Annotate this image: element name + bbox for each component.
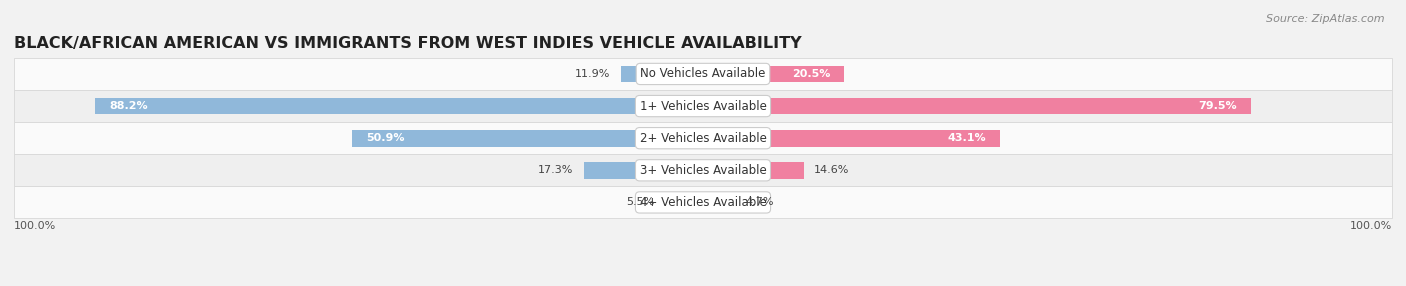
Text: 4+ Vehicles Available: 4+ Vehicles Available [640, 196, 766, 209]
Text: BLACK/AFRICAN AMERICAN VS IMMIGRANTS FROM WEST INDIES VEHICLE AVAILABILITY: BLACK/AFRICAN AMERICAN VS IMMIGRANTS FRO… [14, 37, 801, 51]
Bar [703, 65, 844, 82]
Text: 1+ Vehicles Available: 1+ Vehicles Available [640, 100, 766, 113]
Text: 3+ Vehicles Available: 3+ Vehicles Available [640, 164, 766, 177]
Text: 100.0%: 100.0% [14, 221, 56, 231]
Text: 11.9%: 11.9% [575, 69, 610, 79]
Bar [703, 130, 1000, 146]
Text: 20.5%: 20.5% [792, 69, 831, 79]
Text: 2+ Vehicles Available: 2+ Vehicles Available [640, 132, 766, 145]
Text: 14.6%: 14.6% [814, 165, 849, 175]
Text: 4.7%: 4.7% [745, 197, 775, 207]
Text: 100.0%: 100.0% [1350, 221, 1392, 231]
Text: Source: ZipAtlas.com: Source: ZipAtlas.com [1267, 14, 1385, 24]
Text: 79.5%: 79.5% [1198, 101, 1237, 111]
Bar [665, 194, 703, 211]
Bar [583, 162, 703, 179]
Text: 5.5%: 5.5% [627, 197, 655, 207]
Bar [703, 98, 1251, 114]
Text: 50.9%: 50.9% [366, 133, 405, 143]
Bar [703, 194, 735, 211]
Text: 17.3%: 17.3% [538, 165, 574, 175]
Bar [703, 162, 804, 179]
FancyBboxPatch shape [14, 90, 1392, 122]
FancyBboxPatch shape [14, 186, 1392, 219]
FancyBboxPatch shape [14, 154, 1392, 186]
Bar [353, 130, 703, 146]
Text: 88.2%: 88.2% [110, 101, 148, 111]
FancyBboxPatch shape [14, 58, 1392, 90]
Text: No Vehicles Available: No Vehicles Available [640, 67, 766, 80]
FancyBboxPatch shape [14, 122, 1392, 154]
Bar [621, 65, 703, 82]
Bar [96, 98, 703, 114]
Text: 43.1%: 43.1% [948, 133, 986, 143]
